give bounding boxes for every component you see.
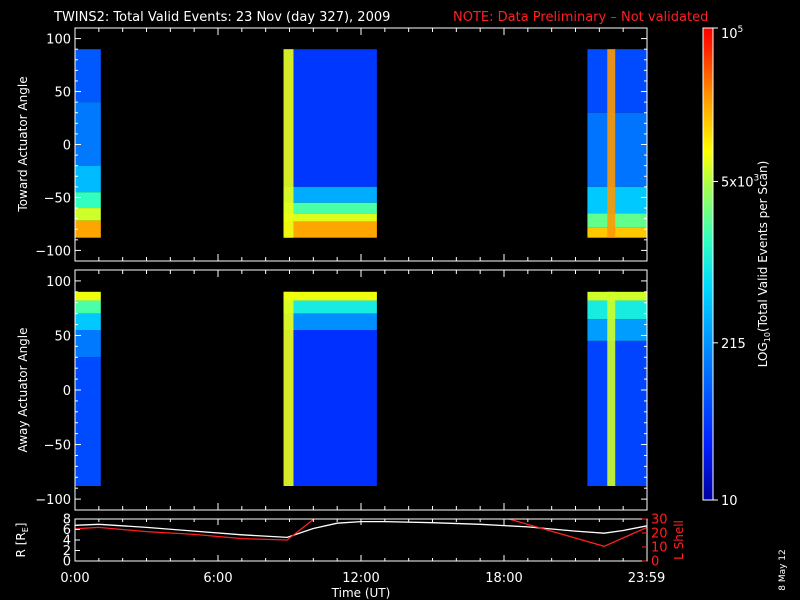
toward-ytick-label: 100: [46, 33, 71, 48]
toward-block-1-edge-strip: [283, 49, 294, 238]
colorbar-tick-label: 5x103: [721, 174, 759, 191]
toward-block-2-band-3: [587, 213, 647, 228]
away-block-2-band-0: [587, 291, 647, 301]
away-block-2-band-3: [587, 340, 647, 486]
ephemeris-ylabel-left: R [RE]: [14, 523, 30, 558]
away-ytick-label: 50: [54, 329, 71, 344]
ephemeris-ytick-left-label: 8: [63, 513, 71, 528]
away-block-1-edge-strip: [283, 291, 294, 486]
xtick-label: 6:00: [203, 571, 232, 586]
ephemeris-ytick-right-label: 30: [651, 513, 668, 528]
colorbar-frame: [702, 27, 714, 501]
ephemeris-ytick-left-label: 0: [63, 555, 71, 570]
toward-block-1-band-2: [283, 202, 377, 214]
away-block-2-edge-strip: [607, 291, 616, 486]
away-ytick-label: −100: [35, 493, 71, 508]
toward-block-0-band-3: [75, 192, 101, 209]
away-ylabel: Away Actuator Angle: [16, 327, 30, 452]
preliminary-note: NOTE: Data Preliminary – Not validated: [453, 10, 708, 25]
ephemeris-ytick-left-label: 6: [63, 523, 71, 538]
away-block-1-band-3: [283, 330, 377, 486]
l-shell-line-1: [506, 519, 647, 547]
toward-angle-panel: −100 −50 0 50 100: [35, 27, 648, 262]
toward-block-2-edge-strip: [607, 49, 616, 238]
away-block-0-band-3: [75, 330, 101, 358]
away-block-0-band-4: [75, 357, 101, 486]
xtick-label: 18:00: [485, 571, 522, 586]
away-ytick-label: 100: [46, 275, 71, 290]
date-stamp: 8 May 12: [778, 549, 788, 591]
colorbar-ticks: 10 215 5x103 105: [713, 25, 759, 509]
away-block-0-band-2: [75, 313, 101, 330]
toward-block-1-band-3: [283, 213, 377, 222]
toward-block-1-band-0: [283, 49, 377, 187]
colorbar-tick-label: 215: [721, 337, 746, 352]
xtick-label: 12:00: [342, 571, 379, 586]
away-block-2-band-2: [587, 319, 647, 341]
ephemeris-ylabel-right: L Shell: [672, 520, 686, 560]
l-shell-line-0: [75, 519, 315, 541]
colorbar-tick-label: 10: [721, 494, 738, 509]
away-block-1-band-0: [283, 291, 377, 301]
toward-ytick-label: 50: [54, 86, 71, 101]
toward-block-1-band-4: [283, 221, 377, 238]
toward-ytick-label: 0: [63, 139, 71, 154]
toward-ytick-label: −100: [35, 244, 71, 259]
toward-ytick-label: −50: [44, 191, 71, 206]
colorbar-label: LOG10(Total Valid Events per Scan): [756, 161, 772, 368]
toward-block-1-band-1: [283, 186, 377, 203]
toward-block-2-band-0: [587, 49, 647, 113]
away-block-2-band-1: [587, 300, 647, 320]
toward-block-2-band-4: [587, 227, 647, 238]
ephemeris-ytick-right-label: 0: [651, 555, 659, 570]
ephemeris-ytick-right-label: 10: [651, 541, 668, 556]
xaxis-label: Time (UT): [331, 586, 391, 600]
colorbar-tick-label: 105: [721, 25, 743, 42]
toward-block-0-band-0: [75, 49, 101, 103]
toward-block-2-band-2: [587, 186, 647, 214]
toward-ylabel: Toward Actuator Angle: [16, 76, 30, 212]
away-ytick-label: −50: [44, 439, 71, 454]
away-block-1-band-2: [283, 313, 377, 330]
toward-block-0-band-4: [75, 208, 101, 221]
ephemeris-ytick-left-label: 4: [63, 534, 71, 549]
ephemeris-ytick-left-label: 2: [63, 544, 71, 559]
toward-block-0-band-2: [75, 165, 101, 193]
xtick-label: 23:59: [628, 571, 665, 586]
away-block-0-band-1: [75, 300, 101, 314]
colorbar-gradient: [703, 28, 713, 500]
away-block-0-band-0: [75, 291, 101, 301]
toward-block-0-band-5: [75, 220, 101, 238]
away-angle-panel: −100 −50 0 50 100: [35, 269, 648, 511]
away-block-1-band-1: [283, 300, 377, 314]
xtick-label: 0:00: [60, 571, 89, 586]
ephemeris-ytick-right-label: 20: [651, 527, 668, 542]
away-ytick-label: 0: [63, 384, 71, 399]
toward-block-2-band-1: [587, 112, 647, 187]
toward-block-0-band-1: [75, 102, 101, 166]
figure-title: TWINS2: Total Valid Events: 23 Nov (day …: [53, 10, 390, 25]
